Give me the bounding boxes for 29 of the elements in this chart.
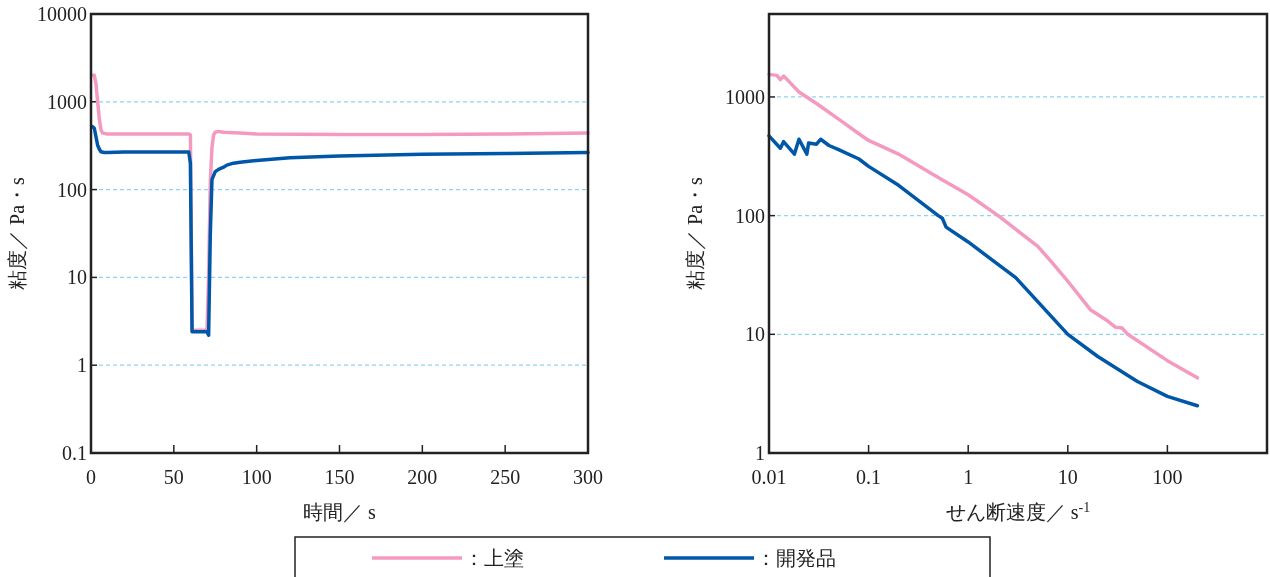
x-axis-title: せん断速度／ s$^{-1}$ bbox=[945, 499, 1091, 523]
y-tick-label: 10 bbox=[745, 323, 765, 346]
y-axis-title: 粘度／ Pa・s bbox=[6, 176, 28, 290]
y-tick-label: 10000 bbox=[37, 3, 87, 25]
x-tick-label: 100 bbox=[1152, 466, 1183, 488]
y-tick-label: 100 bbox=[735, 204, 765, 227]
x-tick-label: 50 bbox=[163, 466, 184, 488]
x-tick-label: 150 bbox=[324, 466, 355, 488]
x-tick-label: 250 bbox=[490, 466, 521, 488]
line-series bbox=[90, 124, 590, 337]
y-tick-label: 1 bbox=[77, 354, 87, 377]
y-tick-label: 0.1 bbox=[62, 442, 87, 464]
x-axis-title: 時間／ s bbox=[303, 501, 377, 523]
x-tick-label: 0.1 bbox=[856, 466, 882, 488]
y-tick-label: 1 bbox=[755, 442, 765, 464]
y-tick-label: 1000 bbox=[725, 85, 765, 108]
x-tick-label: 100 bbox=[241, 466, 272, 488]
x-tick-label: 300 bbox=[573, 466, 603, 488]
y-tick-label: 100 bbox=[57, 178, 87, 201]
x-tick-label: 1 bbox=[963, 466, 974, 488]
x-tick-label: 200 bbox=[407, 466, 438, 488]
legend-label: ：上塗 bbox=[464, 547, 524, 569]
x-tick-label: 10 bbox=[1057, 466, 1078, 488]
x-tick-label: 0.01 bbox=[751, 466, 787, 488]
y-tick-label: 1000 bbox=[47, 90, 87, 113]
x-tick-label: 0 bbox=[86, 466, 96, 488]
legend-label: ：開発品 bbox=[756, 547, 836, 569]
y-axis-title: 粘度／ Pa・s bbox=[684, 176, 706, 290]
y-tick-label: 10 bbox=[67, 266, 87, 289]
